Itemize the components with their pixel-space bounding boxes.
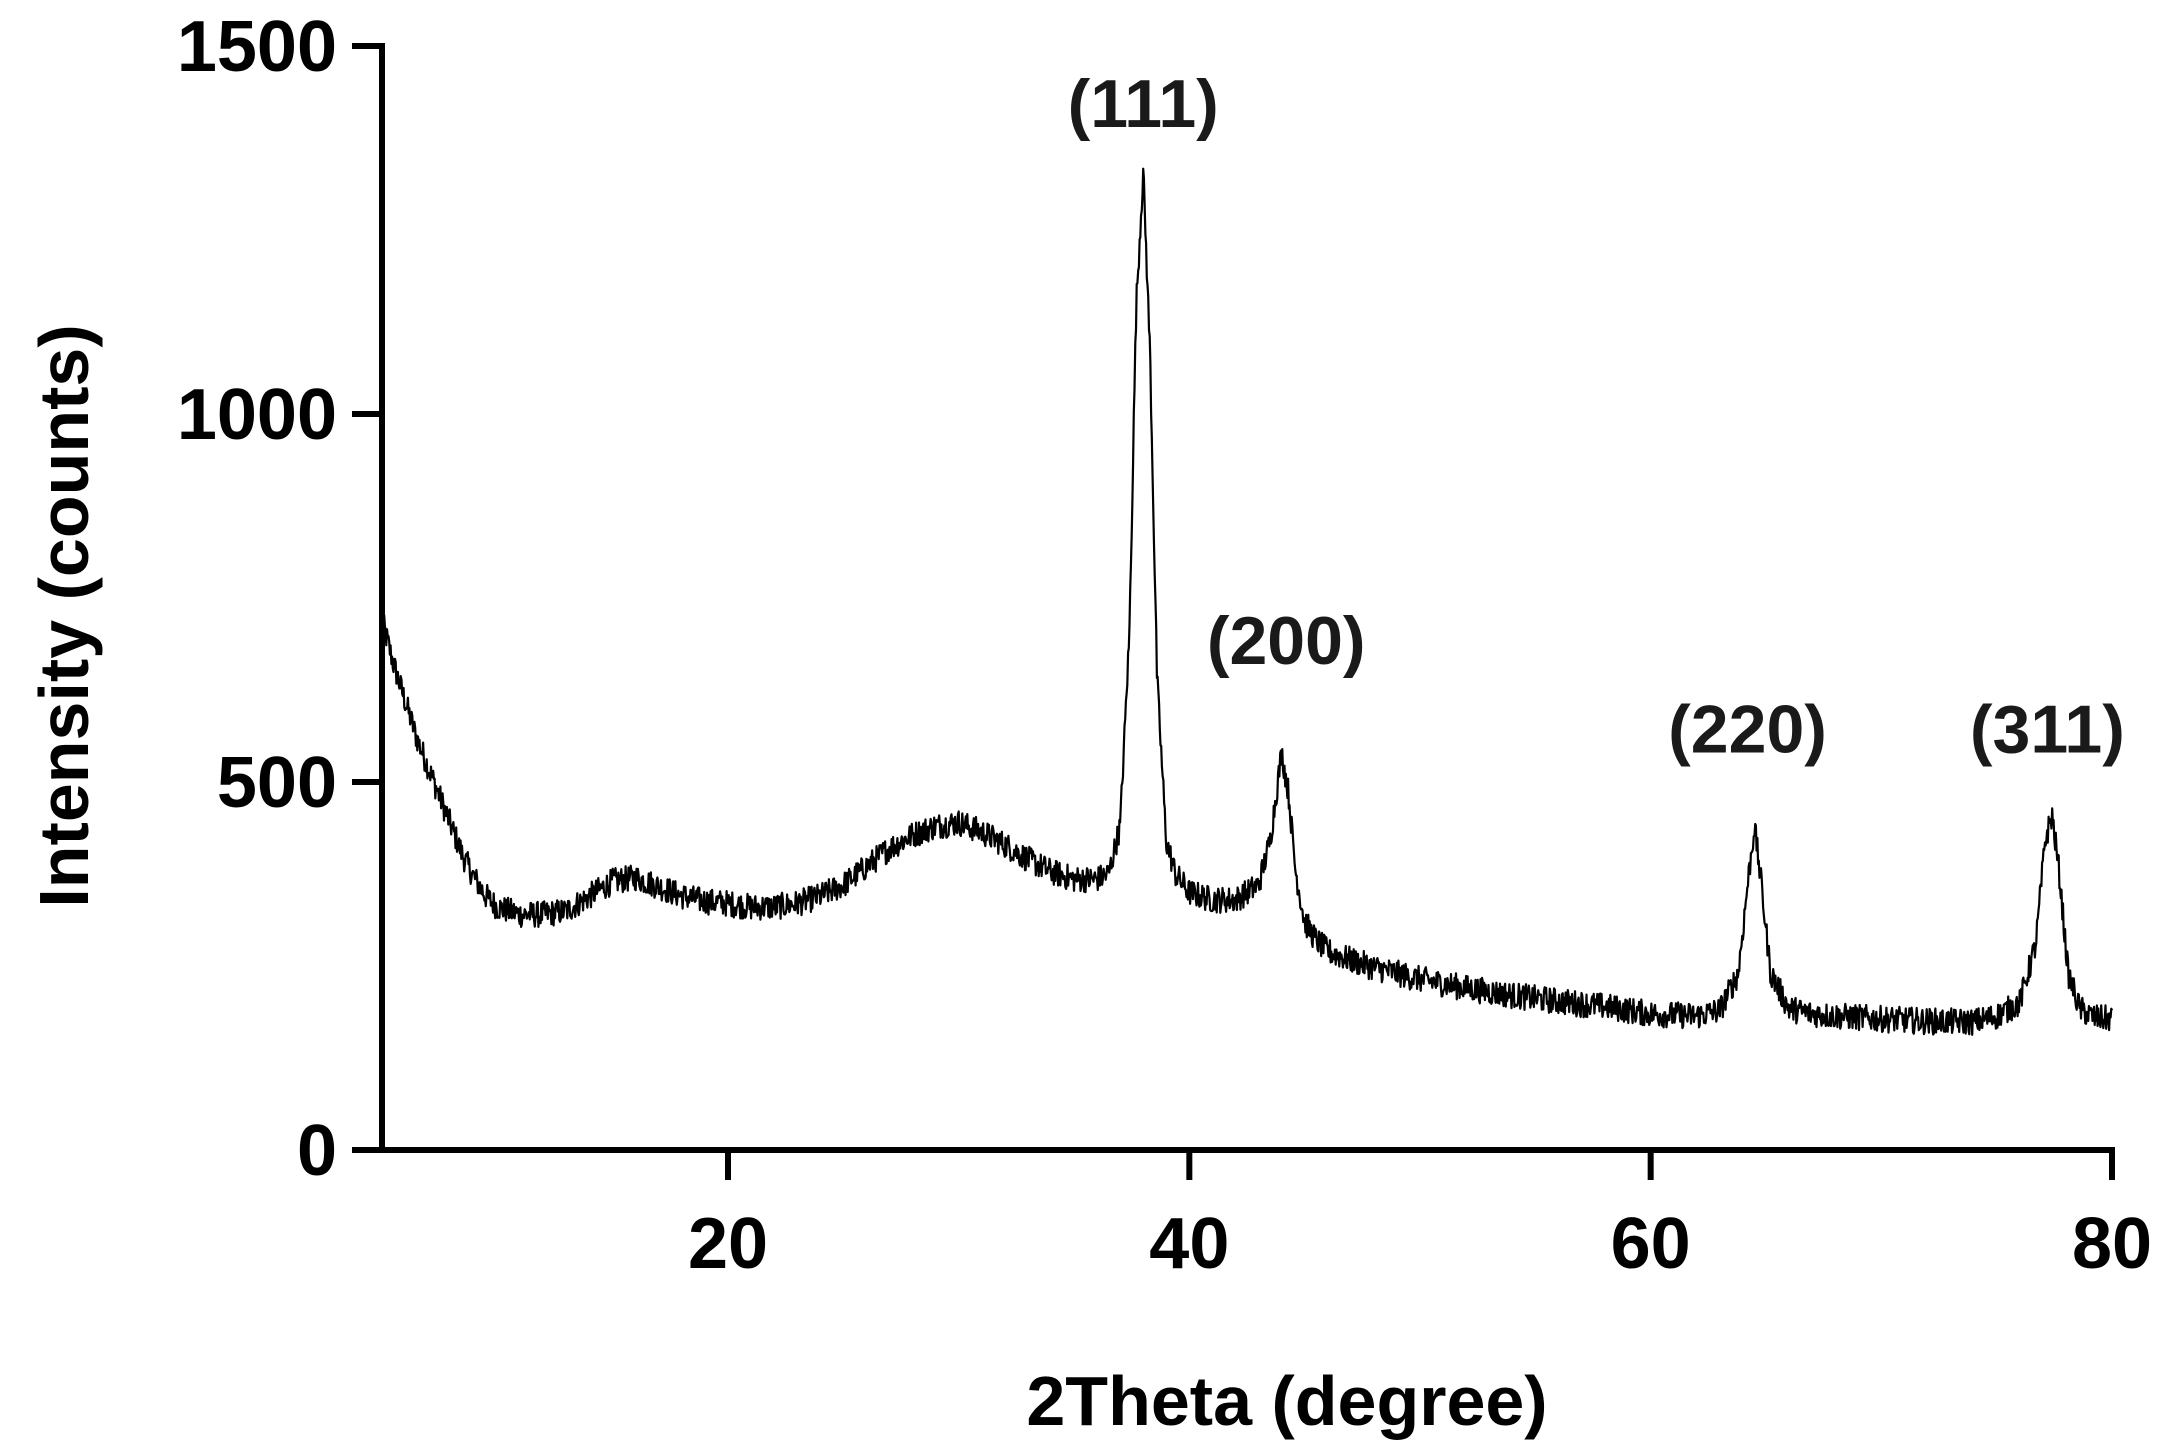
y-axis-title: Intensity (counts) bbox=[25, 324, 103, 907]
peak-label: (111) bbox=[1068, 66, 1219, 142]
x-ticks: 20 40 60 80 bbox=[688, 1150, 2152, 1284]
peak-annotations: (111) (200) (220) (311) bbox=[1068, 66, 2125, 768]
peak-label: (311) bbox=[1970, 692, 2125, 768]
y-ticks: 0 500 1000 1500 bbox=[177, 7, 382, 1191]
x-tick-label: 40 bbox=[1149, 1204, 1229, 1284]
peak-label: (200) bbox=[1207, 603, 1366, 679]
y-tick-label: 1500 bbox=[177, 7, 337, 87]
series-line bbox=[380, 167, 2114, 1036]
x-tick-label: 20 bbox=[688, 1204, 768, 1284]
y-tick-label: 500 bbox=[217, 743, 337, 823]
peak-label: (220) bbox=[1668, 692, 1827, 768]
y-tick-label: 0 bbox=[297, 1111, 337, 1191]
x-axis-title: 2Theta (degree) bbox=[1026, 1362, 1547, 1440]
y-tick-label: 1000 bbox=[177, 375, 337, 455]
x-tick-label: 60 bbox=[1611, 1204, 1691, 1284]
chart-plot-area bbox=[380, 167, 2114, 1036]
x-tick-label: 80 bbox=[2072, 1204, 2152, 1284]
